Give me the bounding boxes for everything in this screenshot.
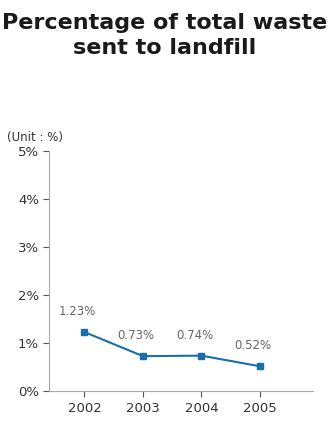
Text: 0.52%: 0.52% (234, 339, 271, 352)
Text: Percentage of total waste
sent to landfill: Percentage of total waste sent to landfi… (2, 13, 327, 58)
Text: 1.23%: 1.23% (59, 305, 96, 318)
Text: 0.74%: 0.74% (176, 329, 213, 342)
Text: (Unit : %): (Unit : %) (7, 131, 63, 144)
Text: 0.73%: 0.73% (117, 329, 155, 342)
